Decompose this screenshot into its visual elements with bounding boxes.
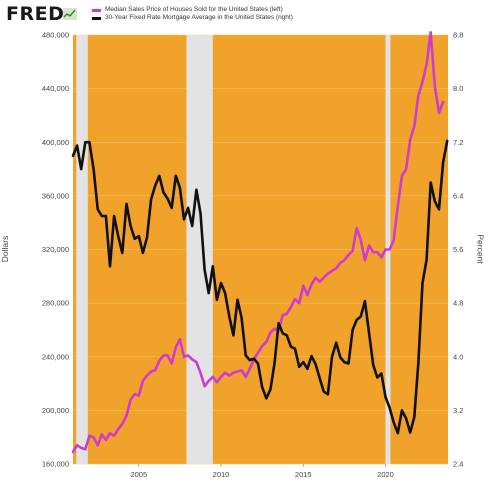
fred-logo: FRED — [6, 3, 65, 25]
left-tick-label: 280,000 — [42, 299, 69, 308]
x-tick-label: 2015 — [295, 470, 312, 479]
left-tick-label: 360,000 — [42, 191, 69, 200]
legend-swatch-mortgage-rate — [92, 16, 101, 20]
left-tick-label: 160,000 — [42, 460, 69, 469]
legend-item-house-price: Median Sales Price of Houses Sold for th… — [92, 6, 293, 14]
series-line-house-price — [71, 30, 445, 454]
recession-band — [76, 35, 88, 464]
series-line-mortgage-rate — [71, 139, 449, 435]
left-tick-label: 320,000 — [42, 245, 69, 254]
right-tick-label: 5.6 — [453, 245, 463, 254]
x-tick-label: 2010 — [213, 470, 230, 479]
x-tick-label: 2005 — [130, 470, 147, 479]
left-axis-title: Dollars — [0, 235, 11, 262]
line-graph-icon — [63, 8, 77, 20]
right-tick-label: 2.4 — [453, 460, 463, 469]
right-tick-label: 6.4 — [453, 191, 463, 200]
right-tick-label: 3.2 — [453, 406, 463, 415]
right-tick-label: 8.0 — [453, 84, 463, 93]
left-tick-label: 480,000 — [42, 31, 69, 40]
legend-label-house-price: Median Sales Price of Houses Sold for th… — [105, 6, 283, 13]
recession-band — [186, 35, 213, 464]
legend: Median Sales Price of Houses Sold for th… — [92, 6, 293, 22]
left-tick-label: 200,000 — [42, 406, 69, 415]
right-tick-label: 4.0 — [453, 352, 463, 361]
legend-label-mortgage-rate: 30-Year Fixed Rate Mortgage Average in t… — [105, 14, 293, 21]
legend-item-mortgage-rate: 30-Year Fixed Rate Mortgage Average in t… — [92, 14, 293, 22]
right-tick-label: 8.8 — [453, 31, 463, 40]
legend-swatch-house-price — [92, 8, 101, 12]
right-tick-label: 4.8 — [453, 299, 463, 308]
left-tick-label: 440,000 — [42, 84, 69, 93]
right-axis-title: Percent — [475, 233, 486, 264]
left-tick-label: 400,000 — [42, 138, 69, 147]
left-tick-label: 240,000 — [42, 352, 69, 361]
x-tick-label: 2020 — [377, 470, 394, 479]
right-tick-label: 7.2 — [453, 138, 463, 147]
